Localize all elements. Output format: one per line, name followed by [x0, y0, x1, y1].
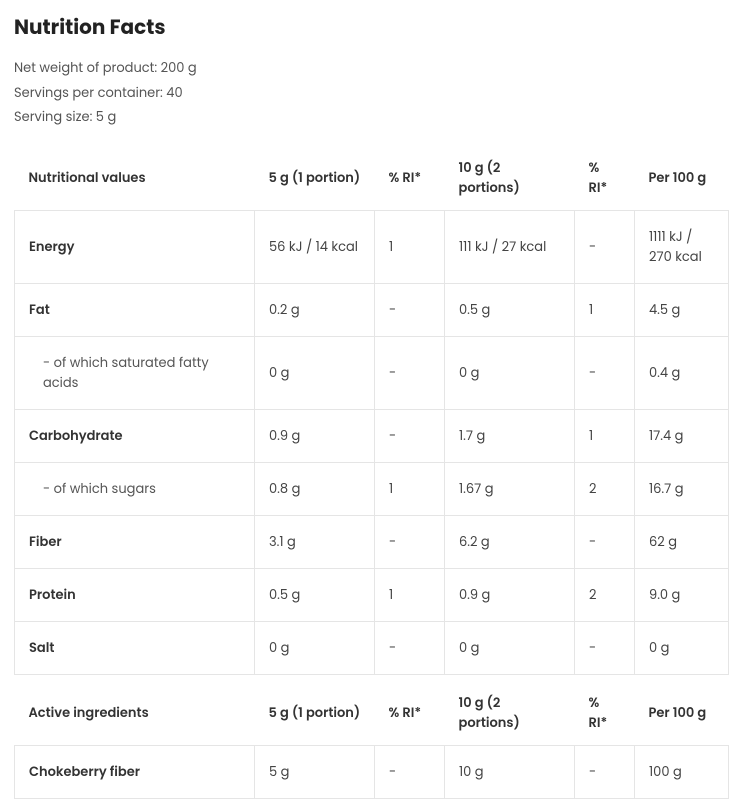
cell-v2: 0.5 g [445, 284, 575, 337]
cell-v2: 1.7 g [445, 410, 575, 463]
cell-per100: 100 g [635, 746, 729, 799]
cell-name: - of which saturated fatty acids [15, 337, 255, 410]
cell-ri1: - [375, 746, 445, 799]
net-weight: Net weight of product: 200 g [14, 56, 729, 81]
cell-ri2: 2 [575, 463, 635, 516]
cell-per100: 0 g [635, 622, 729, 675]
col-name: Active ingredients [15, 675, 255, 746]
cell-per100: 0.4 g [635, 337, 729, 410]
col-ri1: % RI* [375, 675, 445, 746]
col-name: Nutritional values [15, 144, 255, 211]
cell-v2: 0 g [445, 622, 575, 675]
cell-v1: 0 g [255, 337, 375, 410]
cell-per100: 17.4 g [635, 410, 729, 463]
cell-per100: 16.7 g [635, 463, 729, 516]
col-v1: 5 g (1 portion) [255, 144, 375, 211]
cell-ri1: - [375, 516, 445, 569]
col-ri2: % RI* [575, 675, 635, 746]
table-row: Chokeberry fiber5 g-10 g-100 g [15, 746, 729, 799]
cell-v2: 0 g [445, 337, 575, 410]
cell-per100: 62 g [635, 516, 729, 569]
active-header-row: Active ingredients 5 g (1 portion) % RI*… [15, 675, 729, 746]
cell-ri1: - [375, 622, 445, 675]
cell-v2: 10 g [445, 746, 575, 799]
cell-v1: 56 kJ / 14 kcal [255, 211, 375, 284]
table-row: - of which saturated fatty acids0 g-0 g-… [15, 337, 729, 410]
cell-ri2: 1 [575, 410, 635, 463]
cell-name: Protein [15, 569, 255, 622]
serving-size: Serving size: 5 g [14, 105, 729, 130]
cell-v1: 0 g [255, 622, 375, 675]
cell-ri2: 2 [575, 569, 635, 622]
cell-v1: 0.2 g [255, 284, 375, 337]
nutrition-table: Nutritional values 5 g (1 portion) % RI*… [14, 144, 729, 799]
cell-ri2: - [575, 211, 635, 284]
cell-ri1: 1 [375, 211, 445, 284]
cell-v2: 111 kJ / 27 kcal [445, 211, 575, 284]
table-row: - of which sugars0.8 g11.67 g216.7 g [15, 463, 729, 516]
cell-ri2: - [575, 337, 635, 410]
cell-ri1: 1 [375, 569, 445, 622]
table-row: Salt0 g-0 g-0 g [15, 622, 729, 675]
cell-ri1: 1 [375, 463, 445, 516]
cell-ri2: - [575, 622, 635, 675]
cell-name: Chokeberry fiber [15, 746, 255, 799]
cell-per100: 1111 kJ / 270 kcal [635, 211, 729, 284]
col-v1: 5 g (1 portion) [255, 675, 375, 746]
cell-ri2: - [575, 746, 635, 799]
cell-name: - of which sugars [15, 463, 255, 516]
nutritional-header-row: Nutritional values 5 g (1 portion) % RI*… [15, 144, 729, 211]
cell-v1: 0.8 g [255, 463, 375, 516]
cell-v2: 6.2 g [445, 516, 575, 569]
cell-ri1: - [375, 410, 445, 463]
cell-v1: 5 g [255, 746, 375, 799]
table-row: Fiber3.1 g-6.2 g-62 g [15, 516, 729, 569]
cell-per100: 4.5 g [635, 284, 729, 337]
servings-per-container: Servings per container: 40 [14, 81, 729, 106]
table-row: Carbohydrate0.9 g-1.7 g117.4 g [15, 410, 729, 463]
col-v2: 10 g (2 portions) [445, 675, 575, 746]
cell-v1: 0.9 g [255, 410, 375, 463]
cell-name: Energy [15, 211, 255, 284]
cell-v2: 0.9 g [445, 569, 575, 622]
cell-ri2: 1 [575, 284, 635, 337]
cell-v2: 1.67 g [445, 463, 575, 516]
cell-ri1: - [375, 337, 445, 410]
col-v2: 10 g (2 portions) [445, 144, 575, 211]
cell-name: Fat [15, 284, 255, 337]
cell-name: Carbohydrate [15, 410, 255, 463]
table-row: Energy56 kJ / 14 kcal1111 kJ / 27 kcal-1… [15, 211, 729, 284]
cell-per100: 9.0 g [635, 569, 729, 622]
cell-name: Fiber [15, 516, 255, 569]
page-title: Nutrition Facts [14, 12, 729, 42]
col-per100: Per 100 g [635, 675, 729, 746]
cell-ri1: - [375, 284, 445, 337]
col-ri1: % RI* [375, 144, 445, 211]
cell-name: Salt [15, 622, 255, 675]
cell-ri2: - [575, 516, 635, 569]
table-row: Protein0.5 g10.9 g29.0 g [15, 569, 729, 622]
cell-v1: 0.5 g [255, 569, 375, 622]
col-per100: Per 100 g [635, 144, 729, 211]
col-ri2: % RI* [575, 144, 635, 211]
meta-block: Net weight of product: 200 g Servings pe… [14, 56, 729, 130]
cell-v1: 3.1 g [255, 516, 375, 569]
table-row: Fat0.2 g-0.5 g14.5 g [15, 284, 729, 337]
